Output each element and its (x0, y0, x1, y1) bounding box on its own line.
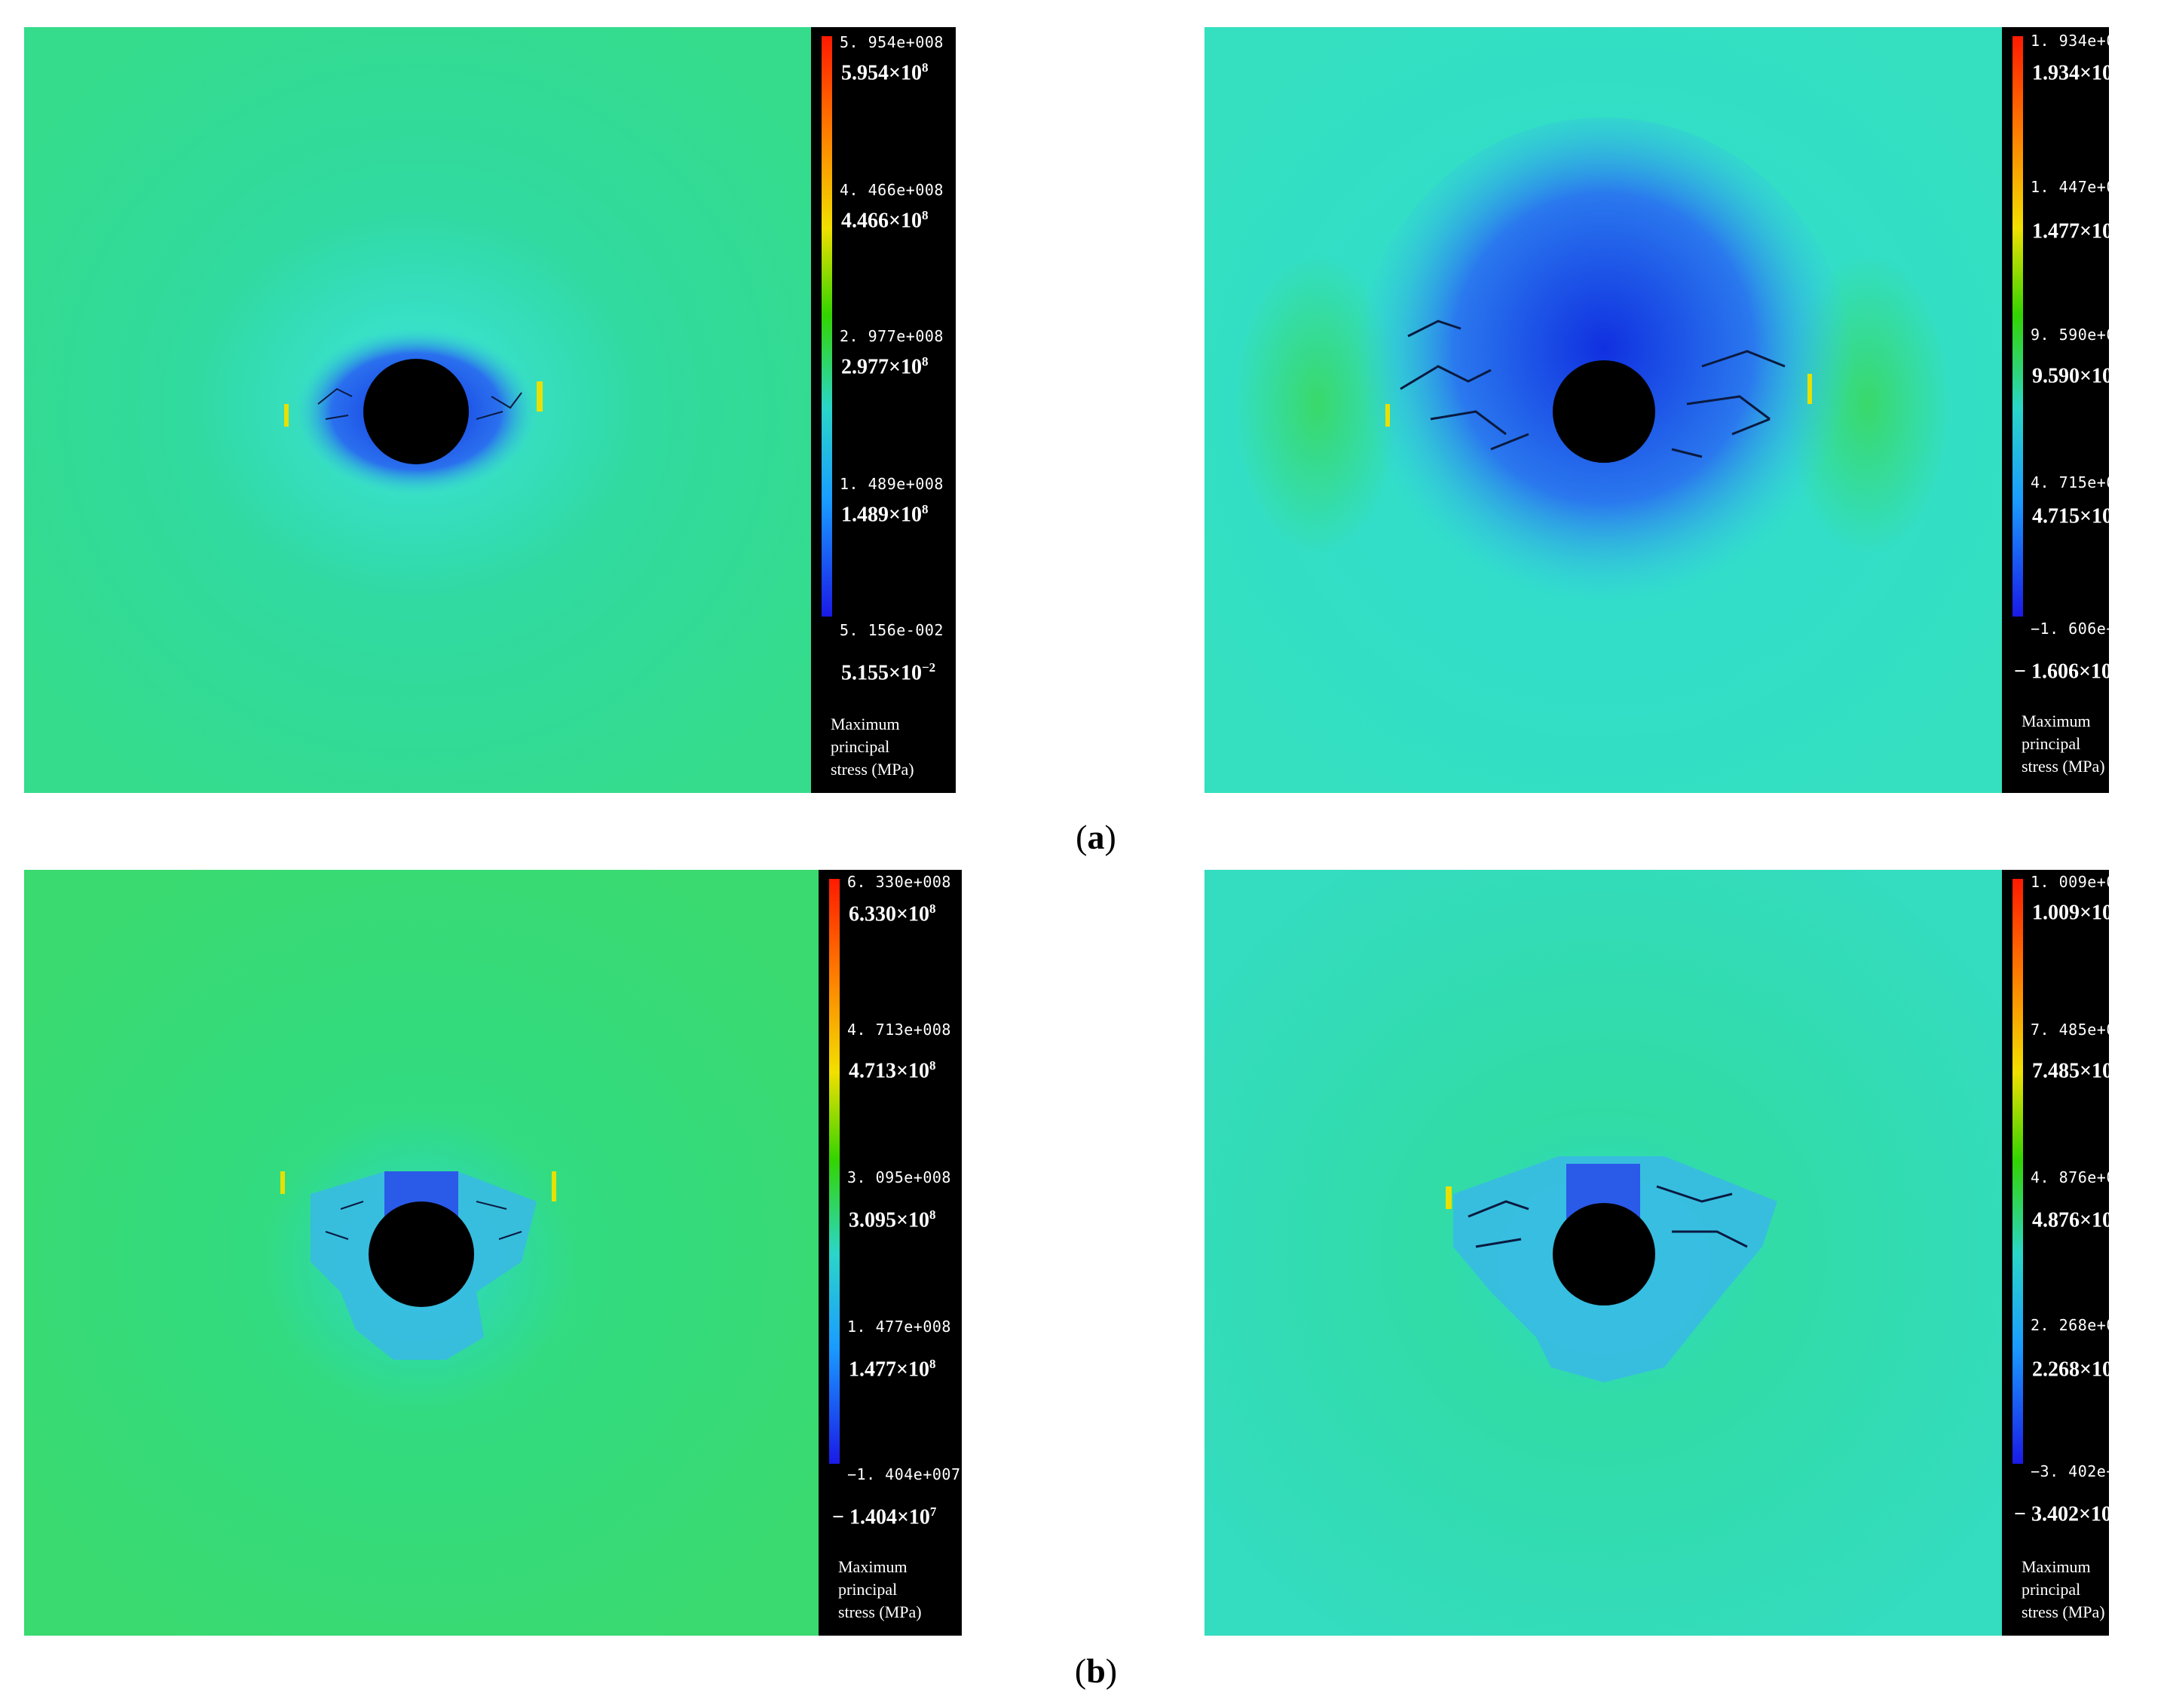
hole (1553, 1203, 1655, 1305)
colorbar-b-left: 6. 330e+008 6.330×108 4. 713e+008 4.713×… (819, 870, 962, 1636)
stress-field-a-right (1204, 27, 2002, 793)
tick-small-3: 4. 715e+008 (2031, 473, 2109, 491)
tick-small-2: 2. 977e+008 (840, 327, 944, 345)
stress-field-b-right (1204, 870, 2002, 1636)
tick-small-4: −1. 606e+007 (2031, 620, 2109, 638)
tick-big-2: 9.590×108 (2032, 364, 2109, 388)
tick-big-4: − 3.402×107 (2014, 1502, 2109, 1526)
tick-big-2: 4.876×108 (2032, 1208, 2109, 1232)
tick-small-3: 1. 489e+008 (840, 475, 944, 493)
tick-big-0: 1.009×109 (2032, 901, 2109, 925)
colorbar-gradient (2012, 879, 2023, 1464)
stress-field-b-left (24, 870, 819, 1636)
tick-big-3: 1.477×108 (849, 1357, 936, 1382)
stress-field-a-left (24, 27, 811, 793)
tick-small-3: 1. 477e+008 (847, 1318, 951, 1336)
subfigure-label-b: (b) (1074, 1651, 1118, 1690)
tick-small-1: 1. 447e+009 (2031, 178, 2109, 196)
tick-big-2: 2.977×108 (841, 354, 929, 379)
tick-big-3: 1.489×108 (841, 502, 929, 527)
panel-a-right: 1. 934e+009 1.934×109 1. 447e+009 1.477×… (1204, 27, 2109, 793)
tick-small-4: −1. 404e+007 (847, 1465, 961, 1483)
tick-small-1: 7. 485e+008 (2031, 1021, 2109, 1039)
tick-big-4: − 1.606×107 (2014, 660, 2109, 684)
tick-small-0: 5. 954e+008 (840, 33, 944, 51)
tick-big-4: 5.155×10−2 (841, 660, 936, 685)
colorbar-b-right: 1. 009e+009 1.009×109 7. 485e+008 7.485×… (2002, 870, 2109, 1636)
tick-big-0: 5.954×108 (841, 60, 929, 85)
tick-small-2: 4. 876e+008 (2031, 1168, 2109, 1186)
colorbar-a-right: 1. 934e+009 1.934×109 1. 447e+009 1.477×… (2002, 27, 2109, 793)
colorbar-title: Maximum principal stress (MPa) (838, 1557, 922, 1621)
hole (369, 1201, 474, 1307)
tick-big-1: 7.485×108 (2032, 1059, 2109, 1083)
tick-big-1: 1.477×109 (2032, 219, 2109, 243)
tick-small-0: 6. 330e+008 (847, 873, 951, 891)
tick-big-2: 3.095×108 (849, 1208, 936, 1232)
tick-small-0: 1. 934e+009 (2031, 32, 2109, 50)
tick-small-2: 3. 095e+008 (847, 1168, 951, 1186)
colorbar-a-left: 5. 954e+008 5.954×108 4. 466e+008 4.466×… (811, 27, 956, 793)
tick-small-1: 4. 713e+008 (847, 1021, 951, 1039)
tick-big-1: 4.466×108 (841, 208, 929, 233)
colorbar-gradient (822, 36, 832, 617)
tick-small-0: 1. 009e+009 (2031, 873, 2109, 891)
hole (363, 359, 469, 464)
tick-small-4: −3. 402e+007 (2031, 1462, 2109, 1480)
colorbar-gradient (829, 879, 840, 1464)
tick-big-3: 4.715×108 (2032, 504, 2109, 528)
colorbar-title: Maximum principal stress (MPa) (2022, 712, 2105, 776)
colorbar-title: Maximum principal stress (MPa) (831, 715, 914, 779)
tick-small-3: 2. 268e+008 (2031, 1316, 2109, 1334)
tick-small-4: 5. 156e-002 (840, 621, 944, 639)
tick-big-0: 6.330×108 (849, 901, 936, 926)
tick-big-3: 2.268×108 (2032, 1358, 2109, 1382)
tick-big-0: 1.934×109 (2032, 61, 2109, 85)
tick-small-2: 9. 590e+008 (2031, 326, 2109, 344)
colorbar-title: Maximum principal stress (MPa) (2022, 1557, 2105, 1621)
tick-small-1: 4. 466e+008 (840, 181, 944, 199)
hole (1553, 360, 1655, 463)
panel-a-left: 5. 954e+008 5.954×108 4. 466e+008 4.466×… (24, 27, 956, 793)
tick-big-4: − 1.404×107 (832, 1504, 937, 1529)
panel-b-left: 6. 330e+008 6.330×108 4. 713e+008 4.713×… (24, 870, 962, 1636)
subfigure-label-a: (a) (1076, 818, 1116, 856)
colorbar-gradient (2012, 36, 2023, 617)
panel-b-right: 1. 009e+009 1.009×109 7. 485e+008 7.485×… (1204, 870, 2109, 1636)
tick-big-1: 4.713×108 (849, 1058, 936, 1083)
